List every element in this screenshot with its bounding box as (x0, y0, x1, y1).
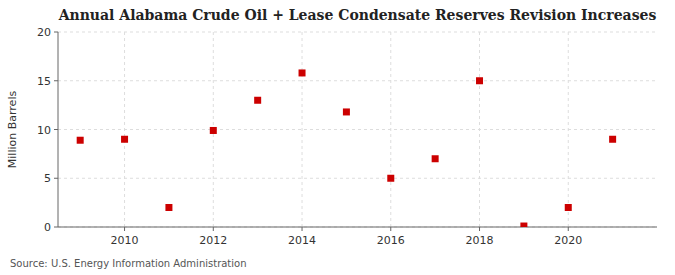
y-tick (54, 32, 58, 33)
y-grid-line (58, 129, 657, 130)
x-grid-line (124, 32, 125, 227)
x-tick (302, 227, 303, 231)
point (299, 69, 306, 76)
x-tick-label: 2020 (554, 234, 582, 247)
y-tick-label: 0 (44, 221, 51, 234)
x-tick-label: 2018 (466, 234, 494, 247)
point (387, 175, 394, 182)
x-tick (124, 227, 125, 231)
y-grid-line (58, 32, 657, 33)
point (565, 204, 572, 211)
x-grid-line (302, 32, 303, 227)
point (165, 204, 172, 211)
point (254, 97, 261, 104)
grid (58, 32, 657, 227)
y-grid-line (58, 227, 657, 228)
x-grid-line (390, 32, 391, 227)
point (121, 136, 128, 143)
x-grid-line (479, 32, 480, 227)
chart: 2010 2012 2014 2016 2018 2020 0 5 10 15 20 Million … (0, 0, 675, 275)
y-grid-line (58, 80, 657, 81)
y-tick-label: 5 (44, 172, 51, 185)
y-axis-label: Million Barrels (6, 91, 19, 169)
x-tick-label: 2014 (288, 234, 316, 247)
x-grid-line (568, 32, 569, 227)
x-axis-line (58, 227, 657, 228)
title: Annual Alabama Crude Oil + Lease Condens… (58, 7, 657, 23)
point (476, 77, 483, 84)
y-tick-label: 20 (37, 26, 51, 39)
y-grid-line (58, 178, 657, 179)
source-note: Source: U.S. Energy Information Administ… (10, 258, 247, 269)
x-tick (568, 227, 569, 231)
y-tick (54, 129, 58, 130)
point (609, 136, 616, 143)
x-tick-label: 2012 (199, 234, 227, 247)
y-tick (54, 178, 58, 179)
point (77, 137, 84, 144)
y-tick-label: 15 (37, 75, 51, 88)
point (343, 108, 350, 115)
y-tick-label: 10 (37, 124, 51, 137)
x-tick (390, 227, 391, 231)
x-tick (479, 227, 480, 231)
x-tick (213, 227, 214, 231)
point (520, 223, 527, 227)
point (210, 127, 217, 134)
x-tick-label: 2010 (111, 234, 139, 247)
points (77, 69, 616, 227)
y-tick (54, 80, 58, 81)
x-tick-label: 2016 (377, 234, 405, 247)
ticks: 2010 2012 2014 2016 2018 2020 0 5 10 15 20 (37, 26, 582, 247)
y-tick (54, 227, 58, 228)
point (432, 155, 439, 162)
